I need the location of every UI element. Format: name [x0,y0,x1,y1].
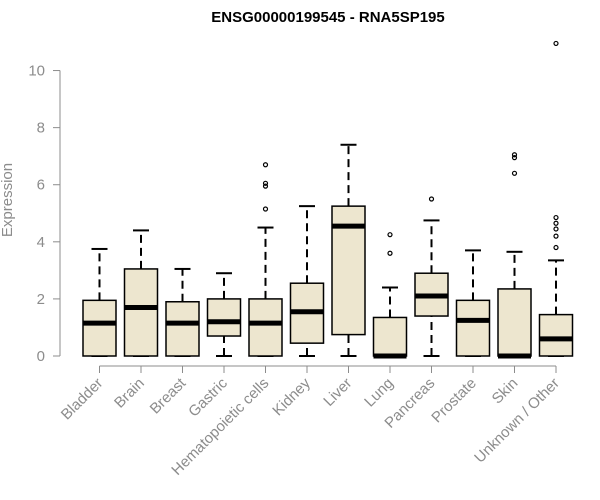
outlier-point [428,196,435,202]
outlier-point [553,220,559,226]
x-tick-label: Bladder [58,375,107,424]
outlier-point [511,152,518,158]
y-axis: 0 2 4 6 8 10 [28,63,61,365]
box-skin [497,152,532,359]
outlier-point [553,244,559,251]
x-tick-label: Skin [489,375,522,408]
box-unknown-other [538,40,574,357]
box-gastric [206,272,242,357]
x-tick-label: Kidney [269,374,314,419]
iqr-box [455,299,491,357]
x-tick-label: Breast [147,374,190,417]
x-tick-label: Liver [320,375,355,410]
iqr-box [538,313,574,357]
box-brain [123,229,159,357]
x-tick-label: Brain [111,375,148,412]
iqr-box [497,288,532,357]
iqr-box [248,298,283,357]
y-tick-label: 2 [37,291,45,308]
box-lung [372,232,408,359]
box-breast [165,267,200,357]
box-prostate [455,249,491,357]
box-liver [331,143,366,357]
y-tick-label: 8 [37,120,45,137]
iqr-box [165,301,200,357]
chart-title: ENSG00000199545 - RNA5SP195 [211,9,444,26]
y-tick-label: 0 [37,348,45,365]
y-tick-label: 6 [37,177,45,194]
y-axis-label: Expression [0,163,16,237]
y-tick-label: 4 [37,234,45,251]
x-tick-label: Prostate [428,375,480,427]
iqr-box [206,298,242,337]
iqr-box [82,299,117,357]
y-tick-label: 10 [28,63,45,80]
outlier-point [553,233,559,239]
x-tick-label: Lung [361,375,397,411]
iqr-box [123,268,159,357]
outlier-point [553,226,559,232]
outlier-point [387,250,393,256]
outlier-point [262,162,269,168]
box-pancreas [414,196,449,357]
box-bladder [82,247,117,357]
box-hematopoietic-cells [248,162,283,357]
iqr-box [372,316,408,357]
outlier-point [262,206,269,212]
box-kidney [289,205,325,357]
outlier-point [262,183,269,189]
outlier-point [262,180,269,186]
outlier-point [553,40,559,47]
outlier-point [511,155,518,161]
outlier-point [553,214,559,221]
outlier-point [511,170,518,176]
box-series [82,40,574,359]
outlier-point [387,232,393,238]
